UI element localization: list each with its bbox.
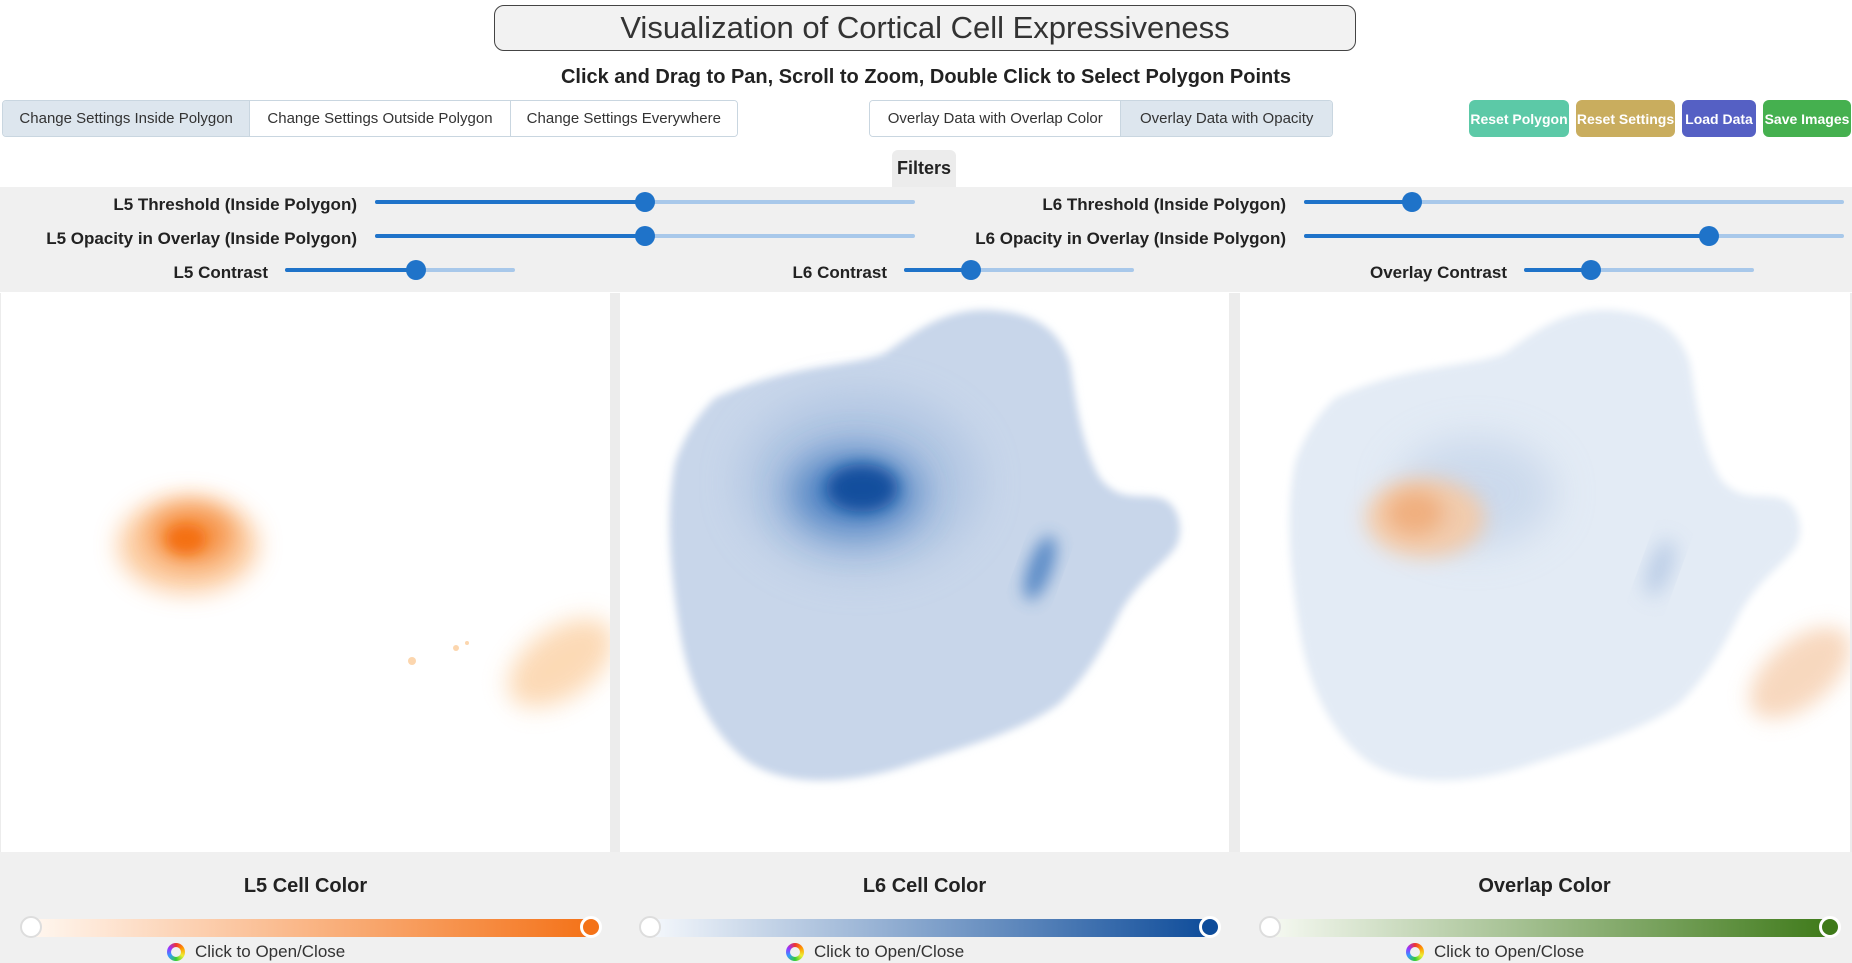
filters-panel — [0, 187, 1852, 292]
l5-gradient-start-handle[interactable] — [20, 916, 42, 938]
color-wheel-icon — [167, 943, 185, 961]
l6-color-gradient[interactable] — [639, 916, 1221, 938]
filters-tab[interactable]: Filters — [892, 150, 956, 187]
l6-gradient-end-handle[interactable] — [1199, 916, 1221, 938]
instructions-subtitle: Click and Drag to Pan, Scroll to Zoom, D… — [560, 66, 1292, 88]
tab-outside-polygon[interactable]: Change Settings Outside Polygon — [249, 101, 510, 136]
l6-threshold-slider[interactable] — [1304, 192, 1844, 212]
reset-polygon-button[interactable]: Reset Polygon — [1469, 100, 1569, 137]
l6-threshold-label: L6 Threshold (Inside Polygon) — [1042, 195, 1286, 214]
reset-settings-button[interactable]: Reset Settings — [1576, 100, 1675, 137]
l6-color-label: L6 Cell Color — [862, 875, 987, 897]
overlap-color-toggle[interactable]: Click to Open/Close — [1406, 942, 1584, 962]
slider-thumb[interactable] — [635, 192, 655, 212]
l5-threshold-slider[interactable] — [375, 192, 915, 212]
slider-thumb[interactable] — [1580, 260, 1601, 280]
l5-opacity-label: L5 Opacity in Overlay (Inside Polygon) — [46, 229, 357, 248]
l5-expression-image — [118, 497, 610, 708]
slider-thumb[interactable] — [406, 260, 427, 280]
overlap-color-gradient[interactable] — [1259, 916, 1841, 938]
slider-fill — [1304, 200, 1412, 204]
tab-inside-polygon[interactable]: Change Settings Inside Polygon — [3, 101, 250, 136]
load-data-button[interactable]: Load Data — [1682, 100, 1756, 137]
l6-contrast-label: L6 Contrast — [792, 263, 887, 282]
l6-opacity-label: L6 Opacity in Overlay (Inside Polygon) — [975, 229, 1286, 248]
overlay-image — [1289, 310, 1850, 781]
slider-thumb[interactable] — [1699, 226, 1719, 246]
l5-gradient-end-handle[interactable] — [580, 916, 602, 938]
slider-fill — [1524, 268, 1591, 272]
mode-button-group: Change Settings Inside Polygon Change Se… — [2, 100, 738, 137]
l5-opacity-slider[interactable] — [375, 226, 915, 246]
l5-color-gradient[interactable] — [20, 916, 602, 938]
slider-fill — [285, 268, 417, 272]
l5-color-toggle[interactable]: Click to Open/Close — [167, 942, 345, 962]
tab-overlay-overlap-color[interactable]: Overlay Data with Overlap Color — [870, 101, 1121, 136]
l6-image-panel[interactable] — [620, 293, 1229, 852]
overlay-button-group: Overlay Data with Overlap Color Overlay … — [869, 100, 1333, 137]
color-wheel-icon — [1406, 943, 1424, 961]
toggle-label: Click to Open/Close — [1434, 942, 1585, 961]
tab-everywhere[interactable]: Change Settings Everywhere — [509, 101, 737, 136]
l5-image-panel[interactable] — [1, 293, 610, 852]
color-wheel-icon — [786, 943, 804, 961]
l5-threshold-label: L5 Threshold (Inside Polygon) — [113, 195, 357, 214]
overlap-gradient-start-handle[interactable] — [1259, 916, 1281, 938]
tab-overlay-opacity[interactable]: Overlay Data with Opacity — [1120, 101, 1332, 136]
slider-fill — [375, 234, 645, 238]
l6-expression-image — [669, 310, 1180, 781]
l6-contrast-slider[interactable] — [904, 260, 1134, 280]
overlay-image-panel[interactable] — [1240, 293, 1850, 852]
save-images-button[interactable]: Save Images — [1763, 100, 1851, 137]
l6-color-toggle[interactable]: Click to Open/Close — [786, 942, 964, 962]
slider-thumb[interactable] — [960, 260, 981, 280]
page-title: Visualization of Cortical Cell Expressiv… — [494, 5, 1356, 51]
overlap-gradient-end-handle[interactable] — [1819, 916, 1841, 938]
l6-opacity-slider[interactable] — [1304, 226, 1844, 246]
slider-fill — [1304, 234, 1709, 238]
slider-fill — [904, 268, 971, 272]
toggle-label: Click to Open/Close — [195, 942, 346, 961]
l6-gradient-start-handle[interactable] — [639, 916, 661, 938]
slider-fill — [375, 200, 645, 204]
slider-thumb[interactable] — [1402, 192, 1422, 212]
color-picker-panel — [0, 852, 1852, 963]
overlay-contrast-label: Overlay Contrast — [1370, 263, 1507, 282]
overlay-contrast-slider[interactable] — [1524, 260, 1754, 280]
overlap-color-label: Overlap Color — [1478, 875, 1611, 897]
l5-color-label: L5 Cell Color — [243, 875, 368, 897]
toggle-label: Click to Open/Close — [814, 942, 965, 961]
l5-contrast-slider[interactable] — [285, 260, 515, 280]
l5-contrast-label: L5 Contrast — [173, 263, 268, 282]
slider-thumb[interactable] — [635, 226, 655, 246]
